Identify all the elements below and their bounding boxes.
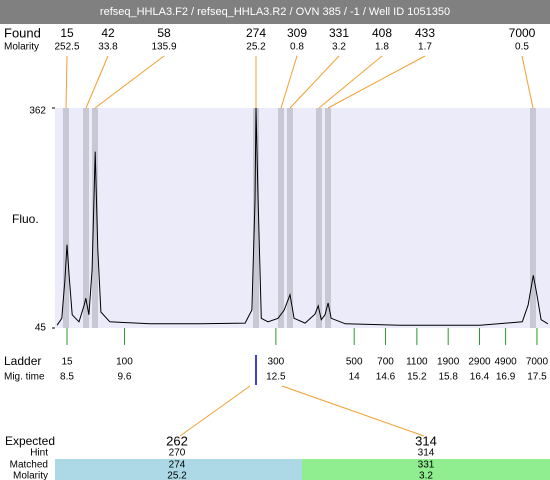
ladder-time: 16.4 xyxy=(470,372,490,383)
found-molarity: 33.8 xyxy=(98,42,118,53)
found-molarity: 3.2 xyxy=(332,42,346,53)
peak-band xyxy=(253,108,259,328)
found-molarity: 25.2 xyxy=(246,42,266,53)
peak-band xyxy=(316,108,322,328)
ladder-time: 17.5 xyxy=(527,372,547,383)
matched-label: Matched xyxy=(10,460,48,471)
found-link xyxy=(85,55,109,109)
found-size: 408 xyxy=(372,26,392,40)
found-size: 42 xyxy=(101,26,115,40)
expected-size: 262 xyxy=(166,433,188,448)
found-molarity: 0.5 xyxy=(515,42,529,53)
found-link xyxy=(327,55,426,109)
found-size: 309 xyxy=(287,26,307,40)
ladder-size: 300 xyxy=(268,357,285,368)
found-size: 331 xyxy=(329,26,349,40)
peak-band xyxy=(287,108,293,328)
matched-size: 274 xyxy=(169,460,186,471)
peak-band xyxy=(83,108,89,328)
found-label: Found xyxy=(4,25,41,40)
peak-band xyxy=(278,108,284,328)
found-size: 7000 xyxy=(509,26,536,40)
found-molarity: 252.5 xyxy=(54,42,79,53)
found-link xyxy=(94,55,165,109)
ladder-size: 15 xyxy=(61,357,73,368)
link-line xyxy=(179,385,251,437)
hint-label: Hint xyxy=(30,448,48,459)
found-link xyxy=(280,55,298,109)
ladder-size: 100 xyxy=(116,357,133,368)
found-link xyxy=(289,55,340,109)
expected-label: Expected xyxy=(5,434,55,448)
found-size: 58 xyxy=(157,26,171,40)
peak-band xyxy=(325,108,331,328)
ladder-time: 15.8 xyxy=(438,372,458,383)
plot-area xyxy=(55,108,550,328)
mig-time-label: Mig. time xyxy=(4,372,45,383)
link-line xyxy=(281,385,425,437)
ladder-size: 700 xyxy=(377,357,394,368)
ladder-time: 12.5 xyxy=(266,372,286,383)
found-molarity: 1.8 xyxy=(375,42,389,53)
ladder-time: 14.6 xyxy=(376,372,396,383)
found-size: 15 xyxy=(60,26,74,40)
ladder-label: Ladder xyxy=(4,354,41,368)
y-tick-label: 362 xyxy=(29,106,46,117)
hint-size: 270 xyxy=(169,448,186,459)
peak-band xyxy=(63,108,69,328)
hint-size: 314 xyxy=(418,448,435,459)
expected-size: 314 xyxy=(415,433,437,448)
header-title: refseq_HHLA3.F2 / refseq_HHLA3.R2 / OVN … xyxy=(100,6,450,18)
ladder-time: 15.2 xyxy=(407,372,427,383)
matched-molarity: 3.2 xyxy=(419,471,433,480)
found-molarity: 135.9 xyxy=(151,42,176,53)
peak-band xyxy=(530,108,536,328)
ladder-size: 2900 xyxy=(468,357,491,368)
molarity-label: Molarity xyxy=(4,42,39,53)
matched-size: 331 xyxy=(418,460,435,471)
found-link xyxy=(318,55,383,109)
found-size: 274 xyxy=(246,26,266,40)
matched-molarity: 25.2 xyxy=(167,471,187,480)
molarity-row-label: Molarity xyxy=(13,471,48,480)
ladder-size: 1100 xyxy=(406,357,428,368)
ladder-size: 7000 xyxy=(526,357,549,368)
ladder-size: 500 xyxy=(346,357,363,368)
y-tick-label: 45 xyxy=(35,323,47,334)
matched-band xyxy=(302,459,550,480)
ladder-size: 1900 xyxy=(437,357,460,368)
trace xyxy=(56,107,549,326)
peak-band xyxy=(92,108,98,328)
found-link xyxy=(65,55,68,109)
matched-band xyxy=(55,459,302,480)
found-link xyxy=(521,55,534,109)
found-molarity: 0.8 xyxy=(290,42,304,53)
ladder-time: 9.6 xyxy=(117,372,131,383)
y-axis-label: Fluo. xyxy=(12,212,39,226)
found-size: 433 xyxy=(415,26,435,40)
ladder-size: 4900 xyxy=(494,357,517,368)
ladder-time: 16.9 xyxy=(496,372,516,383)
ladder-time: 14 xyxy=(349,372,361,383)
ladder-time: 8.5 xyxy=(60,372,74,383)
header-bar xyxy=(0,0,550,24)
found-molarity: 1.7 xyxy=(418,42,432,53)
